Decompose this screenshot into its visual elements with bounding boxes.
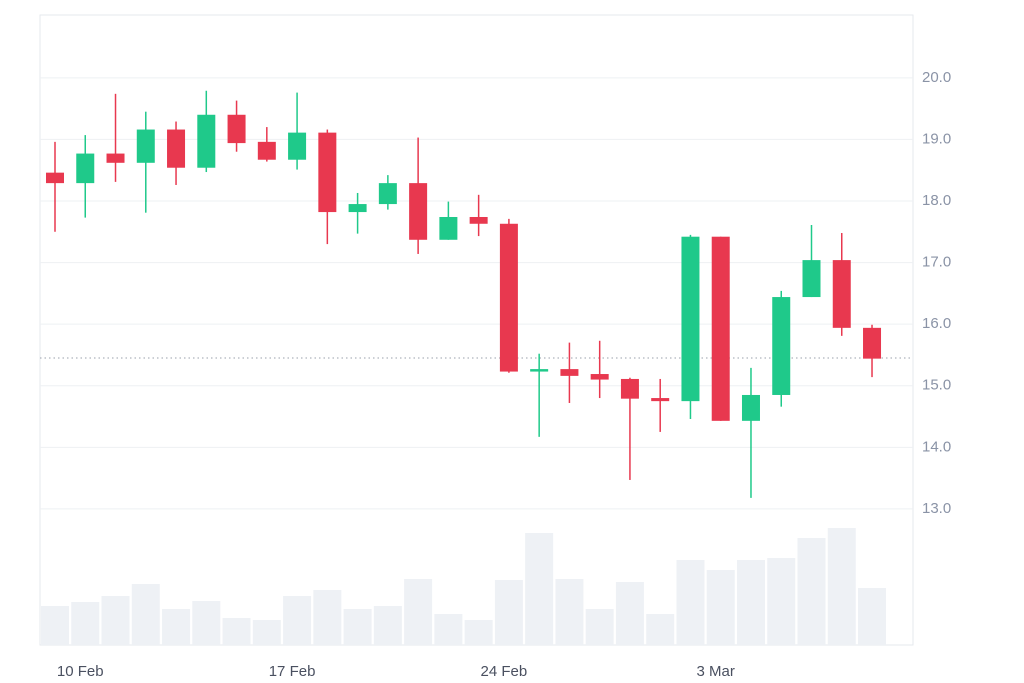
volume-bar xyxy=(858,588,887,645)
volume-bar xyxy=(101,596,130,645)
y-tick-label: 20.0 xyxy=(922,69,951,86)
x-tick-label: 17 Feb xyxy=(269,663,316,680)
candle-body xyxy=(348,204,367,213)
y-tick-label: 18.0 xyxy=(922,192,951,209)
volume-bar xyxy=(222,618,251,645)
candle-body xyxy=(106,153,125,163)
volume-bar xyxy=(646,614,675,645)
candle-body xyxy=(167,129,186,168)
candle-body xyxy=(802,260,821,298)
y-tick-label: 16.0 xyxy=(922,315,951,332)
y-tick-label: 17.0 xyxy=(922,254,951,271)
volume-bar xyxy=(313,590,342,645)
volume-bar xyxy=(434,614,463,645)
candle-body xyxy=(46,172,64,184)
candle-body xyxy=(832,260,851,328)
volume-bar xyxy=(41,606,69,645)
volume-bar xyxy=(404,579,433,645)
x-tick-label: 10 Feb xyxy=(57,663,104,680)
x-tick-label: 24 Feb xyxy=(481,663,528,680)
candle-body xyxy=(863,327,882,359)
candle-body xyxy=(288,132,307,160)
y-tick-label: 13.0 xyxy=(922,500,951,517)
candle-body xyxy=(197,114,216,168)
y-tick-label: 15.0 xyxy=(922,377,951,394)
y-tick-label: 19.0 xyxy=(922,130,951,147)
candle-body xyxy=(772,297,791,395)
candle-body xyxy=(439,216,458,240)
volume-bar xyxy=(525,533,554,645)
volume-bar xyxy=(162,609,191,645)
candle-body xyxy=(681,236,700,402)
candle-body xyxy=(227,114,246,144)
candle-body xyxy=(76,153,95,184)
volume-bar xyxy=(676,560,705,645)
volume-bar xyxy=(192,601,221,645)
volume-bar xyxy=(585,609,614,645)
candle-body xyxy=(711,236,730,421)
x-tick-label: 3 Mar xyxy=(697,663,735,680)
candle-body xyxy=(590,374,609,380)
candle-body xyxy=(136,129,155,163)
y-tick-label: 14.0 xyxy=(922,438,951,455)
volume-bar xyxy=(252,620,281,645)
candle-body xyxy=(469,216,488,224)
volume-bar xyxy=(373,606,402,645)
volume-bar xyxy=(555,579,584,645)
candle-body xyxy=(318,132,337,213)
volume-bar xyxy=(736,560,765,645)
candle-body xyxy=(530,369,549,372)
volume-bar xyxy=(797,538,826,645)
volume-bar xyxy=(767,558,796,645)
volume-bar xyxy=(827,528,856,645)
volume-bar xyxy=(343,609,372,645)
volume-bar xyxy=(283,596,312,645)
candle-body xyxy=(378,183,397,205)
candle-body xyxy=(741,394,760,421)
candle-body xyxy=(620,378,639,399)
candle-body xyxy=(257,141,276,160)
candle-body xyxy=(499,223,518,372)
volume-bar xyxy=(615,582,644,645)
candle-body xyxy=(409,183,428,240)
candle-body xyxy=(560,369,579,376)
volume-bar xyxy=(71,602,100,645)
volume-bar xyxy=(464,620,493,645)
candle-body xyxy=(651,398,670,402)
volume-bar xyxy=(706,570,735,645)
volume-bar xyxy=(131,584,160,645)
volume-bar xyxy=(494,580,523,645)
